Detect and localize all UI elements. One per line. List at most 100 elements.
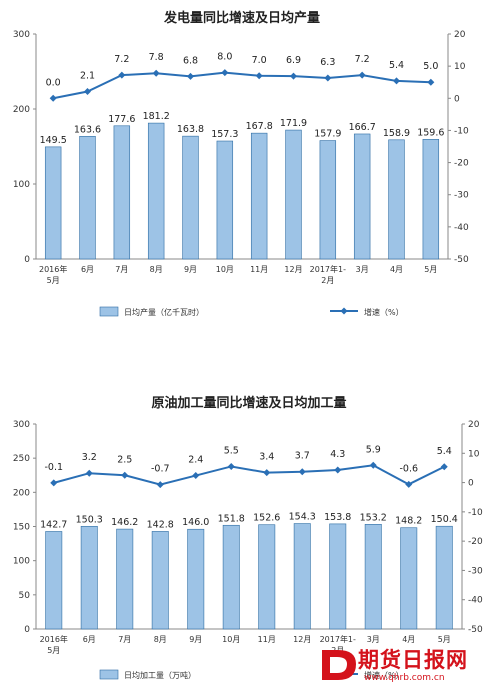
legend-bar-label: 日均加工量（万吨） [124,670,196,680]
growth-value-label: 5.0 [423,61,438,72]
x-tick-label: 7月 [118,635,131,644]
x-tick-label: 4月 [390,265,403,274]
watermark-text: 期货日报网 [358,648,468,672]
bar-value-label: 151.8 [218,513,245,524]
bar-value-label: 181.2 [143,111,170,122]
growth-line [52,71,431,100]
growth-value-label: -0.1 [44,462,63,473]
bar [422,139,440,260]
growth-value-label: 3.2 [82,452,97,463]
bar [388,139,405,260]
left-tick-label: 50 [19,591,31,601]
x-tick-label: 2017年1- [320,634,356,644]
legend-bar-label: 日均产量（亿千瓦时） [124,307,204,317]
bar-value-label: 146.0 [182,517,209,528]
bar [353,133,371,260]
bar [116,528,134,630]
growth-value-label: 7.8 [149,52,164,63]
watermark-url: www.qhrb.com.cn [364,673,445,683]
x-tick-label: 2016年 [40,634,68,644]
growth-value-label: 7.0 [252,55,267,66]
right-tick-label: -20 [454,159,469,169]
left-tick-label: 200 [13,105,30,115]
bar-value-label: 167.8 [246,121,273,132]
growth-value-label: 0.0 [46,77,61,88]
right-tick-label: -40 [468,596,483,606]
qhrb-logo-icon [322,650,356,680]
bar-value-label: 153.2 [360,512,387,523]
bar [285,129,302,260]
growth-point [290,72,297,80]
bar-value-label: 142.8 [147,519,174,530]
growth-value-label: 2.1 [80,71,95,82]
x-tick-label: 6月 [81,265,94,274]
left-tick-label: 150 [13,523,30,533]
growth-value-label: 7.2 [114,54,129,65]
right-tick-label: 20 [454,30,466,40]
growth-value-label: 3.7 [295,451,310,462]
qhrb-watermark: 期货日报网 www.qhrb.com.cn [318,640,500,691]
x-tick-label: 10月 [222,635,240,644]
bar [329,523,347,630]
legend-bar-swatch [99,306,119,317]
bar [80,525,98,630]
bar [400,527,418,630]
x-tick-label: 2017年1- [310,264,346,274]
growth-point [118,71,126,79]
growth-value-label: 3.4 [259,452,274,463]
growth-point [427,78,435,86]
x-tick-label: 12月 [284,265,302,274]
growth-value-label: 5.4 [389,60,404,71]
bar-value-label: 166.7 [349,122,376,133]
left-tick-label: 250 [13,454,30,464]
left-tick-label: 0 [24,625,30,635]
bar-value-label: 171.9 [280,118,307,129]
left-tick-label: 0 [24,255,30,265]
growth-line [53,464,445,486]
bar [44,146,62,260]
right-tick-label: 0 [468,479,474,489]
growth-point [84,88,91,96]
bar [147,122,165,260]
power-generation-chart: 发电量同比增速及日均产量 0 100 200 300 -50 -40 -30 -20 -10 0 10… [13,10,469,317]
growth-value-label: 5.9 [366,444,381,455]
growth-point [405,480,413,488]
left-tick-label: 300 [13,420,30,430]
bar-value-label: 157.3 [211,129,238,140]
right-tick-label: -50 [454,255,469,265]
x-tick-label: 9月 [184,265,197,274]
bar-value-label: 150.3 [76,514,103,525]
growth-value-label: 8.0 [217,52,232,63]
growth-point [324,74,332,82]
bar-value-label: 177.6 [108,114,135,125]
bar-value-label: 154.3 [289,512,316,523]
chart-title: 原油加工量同比增速及日均加工量 [151,395,346,411]
x-tick-label: 4月 [402,635,415,644]
bar [222,524,240,630]
growth-point [227,462,235,470]
growth-value-label: -0.6 [399,463,418,474]
legend-bar-swatch [99,669,119,680]
x-tick-label: 5月 [47,646,60,655]
bar [435,525,453,630]
x-tick-label: 9月 [189,635,202,644]
bar [45,531,63,630]
x-tick-label: 11月 [250,265,268,274]
growth-point [221,69,229,77]
growth-point [192,472,200,480]
right-tick-label: -20 [468,537,483,547]
legend-line-marker [340,307,348,315]
right-tick-label: 0 [454,94,460,104]
growth-value-label: 6.3 [320,57,335,68]
growth-point [152,69,160,77]
growth-point [187,72,194,80]
right-tick-label: 10 [454,62,466,72]
bar [319,140,337,260]
x-tick-label: 8月 [150,265,163,274]
growth-point [121,471,129,479]
bar-value-label: 150.4 [431,514,458,525]
growth-value-label: 4.3 [330,449,345,460]
x-tick-label: 8月 [154,635,167,644]
bar-value-label: 148.2 [395,516,422,527]
bar-value-label: 149.5 [40,135,67,146]
